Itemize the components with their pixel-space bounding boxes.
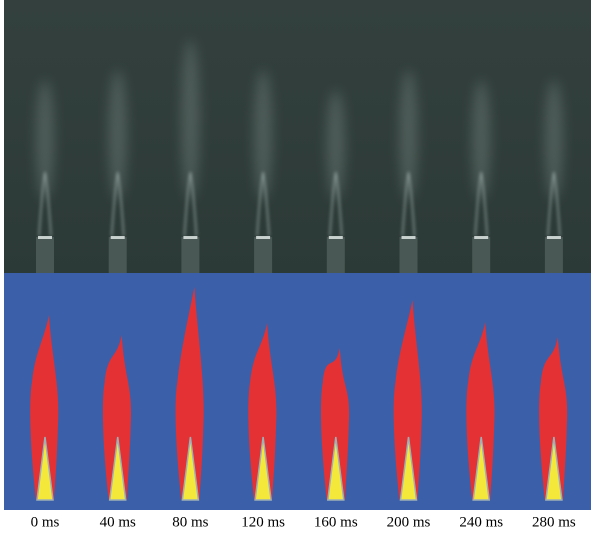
simulated-flame	[393, 300, 422, 500]
time-label: 200 ms	[387, 514, 431, 530]
simulated-flame	[102, 335, 132, 500]
flame-core	[326, 436, 345, 501]
time-label: 0 ms	[31, 514, 60, 530]
simulation-panel	[4, 273, 591, 510]
smoke-plume	[36, 80, 54, 200]
smoke-plume	[544, 80, 563, 200]
flame-core	[254, 436, 272, 501]
flame-cone	[474, 171, 488, 237]
simulated-flame	[30, 315, 59, 500]
simulated-flame	[248, 323, 277, 500]
smoke-plume	[472, 80, 491, 200]
nozzle	[108, 237, 127, 273]
simulated-flame	[175, 287, 204, 500]
nozzle-tip	[38, 236, 52, 239]
nozzle	[181, 237, 200, 273]
nozzle	[254, 237, 273, 273]
time-label: 120 ms	[241, 514, 285, 530]
flame-core	[181, 436, 200, 501]
nozzle-tip	[328, 236, 343, 239]
nozzle-tip	[256, 236, 271, 239]
nozzle-tip	[183, 236, 198, 239]
time-label: 80 ms	[172, 514, 208, 530]
time-label: 160 ms	[314, 514, 358, 530]
time-label: 40 ms	[100, 514, 136, 530]
nozzle	[399, 237, 418, 273]
time-label: 240 ms	[459, 514, 503, 530]
flame-core	[472, 436, 491, 501]
flame-core	[399, 436, 418, 501]
flame-core	[545, 436, 563, 501]
simulated-flame	[539, 337, 568, 500]
nozzle	[36, 237, 54, 273]
flame-cone	[256, 171, 270, 237]
flame-core	[108, 436, 127, 501]
smoke-plume	[181, 40, 200, 200]
time-label: 280 ms	[532, 514, 576, 530]
flame-cone	[401, 171, 416, 237]
columns: 0 ms 40 ms 80 ms 120 ms 160 ms 200 ms 240 ms 28…	[30, 40, 576, 530]
flame-cone	[329, 171, 343, 237]
flame-cone	[38, 171, 52, 237]
nozzle	[472, 237, 491, 273]
flame-core	[36, 436, 54, 501]
photo-panel	[4, 0, 591, 273]
simulated-flame	[466, 322, 495, 500]
nozzle-tip	[110, 236, 125, 239]
nozzle-tip	[474, 236, 489, 239]
smoke-plume	[108, 70, 127, 200]
flame-cone	[110, 171, 125, 237]
smoke-plume	[399, 70, 418, 200]
nozzle-tip	[401, 236, 416, 239]
flame-cone	[547, 171, 561, 237]
smoke-plume	[254, 70, 273, 200]
nozzle-tip	[546, 236, 561, 239]
nozzle	[544, 237, 563, 273]
flame-cone	[183, 171, 198, 237]
nozzle	[326, 237, 345, 273]
simulated-flame	[320, 348, 350, 500]
smoke-plume	[326, 90, 345, 200]
